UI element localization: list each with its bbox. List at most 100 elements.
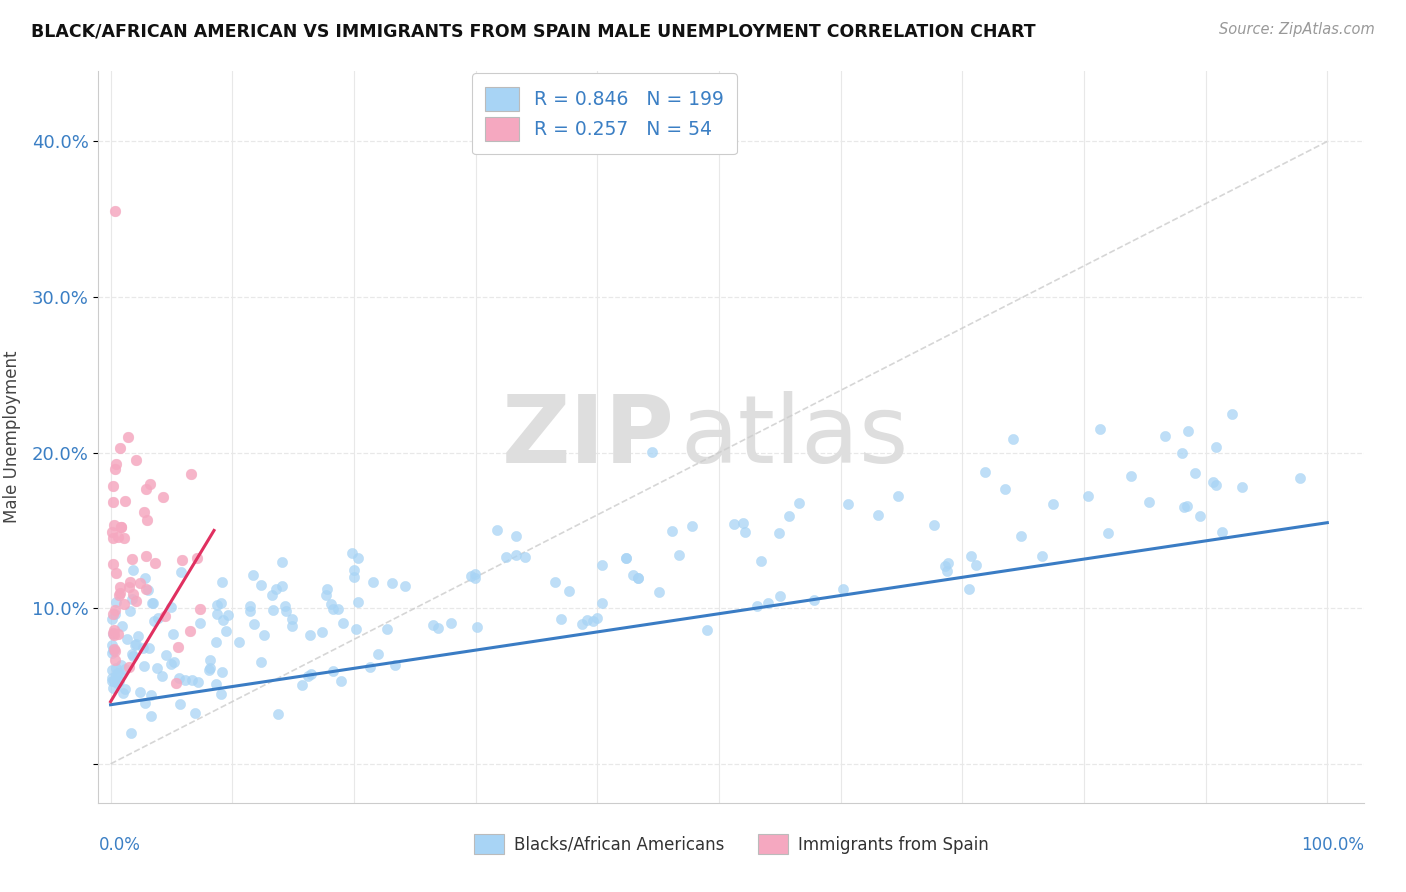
Point — [281, 618, 304, 632]
Point — [271, 579, 294, 593]
Point — [111, 686, 134, 700]
Point — [936, 556, 959, 570]
Point — [253, 628, 276, 642]
Text: ZIP: ZIP — [502, 391, 675, 483]
Point — [965, 558, 987, 573]
Point — [179, 624, 201, 638]
Point — [311, 624, 333, 639]
Point — [120, 725, 142, 739]
Point — [866, 508, 889, 522]
Point — [107, 530, 129, 544]
Point — [464, 567, 486, 582]
Point — [104, 644, 127, 658]
Point — [267, 706, 290, 721]
Point — [250, 577, 273, 591]
Point — [614, 551, 637, 566]
Y-axis label: Male Unemployment: Male Unemployment — [3, 351, 21, 524]
Point — [1211, 525, 1233, 540]
Point — [1202, 475, 1225, 490]
Point — [167, 671, 190, 685]
Point — [187, 674, 209, 689]
Point — [110, 658, 132, 673]
Point — [319, 597, 342, 611]
Point — [139, 709, 162, 723]
Point — [101, 607, 124, 621]
Point — [169, 697, 191, 711]
Point — [315, 582, 337, 596]
Point — [114, 494, 136, 508]
Point — [134, 571, 156, 585]
Point — [121, 591, 143, 606]
Point — [394, 579, 416, 593]
Point — [124, 594, 146, 608]
Point — [101, 638, 124, 652]
Point — [108, 673, 131, 688]
Point — [887, 489, 910, 503]
Point — [204, 676, 226, 690]
Point — [486, 524, 509, 538]
Point — [558, 584, 581, 599]
Point — [101, 681, 124, 695]
Point — [132, 640, 155, 655]
Point — [756, 596, 779, 610]
Point — [127, 629, 149, 643]
Point — [104, 607, 127, 622]
Point — [143, 556, 166, 570]
Point — [745, 599, 768, 614]
Point — [359, 659, 381, 673]
Point — [110, 519, 132, 533]
Point — [957, 582, 980, 596]
Point — [242, 616, 264, 631]
Point — [1189, 508, 1212, 523]
Point — [211, 575, 233, 590]
Point — [614, 551, 637, 566]
Point — [121, 648, 143, 662]
Point — [440, 615, 463, 630]
Point — [623, 567, 645, 582]
Point — [198, 664, 221, 678]
Point — [101, 627, 124, 641]
Point — [465, 620, 488, 634]
Point — [200, 661, 222, 675]
Text: atlas: atlas — [681, 391, 908, 483]
Point — [787, 496, 810, 510]
Point — [262, 603, 284, 617]
Point — [142, 596, 165, 610]
Point — [464, 571, 486, 585]
Point — [120, 574, 142, 589]
Point — [803, 593, 825, 607]
Point — [299, 628, 322, 642]
Point — [128, 684, 150, 698]
Point — [186, 550, 208, 565]
Point — [117, 430, 139, 444]
Text: 0.0%: 0.0% — [98, 836, 141, 854]
Point — [422, 617, 444, 632]
Point — [159, 599, 181, 614]
Point — [1010, 529, 1032, 543]
Point — [134, 696, 156, 710]
Point — [936, 564, 959, 578]
Point — [209, 596, 232, 610]
Point — [104, 603, 127, 617]
Point — [104, 204, 127, 219]
Point — [922, 518, 945, 533]
Point — [281, 612, 304, 626]
Point — [103, 628, 125, 642]
Point — [778, 508, 800, 523]
Point — [163, 655, 186, 669]
Point — [112, 531, 135, 545]
Point — [142, 614, 165, 628]
Point — [361, 574, 384, 589]
Point — [515, 550, 537, 565]
Point — [180, 467, 202, 481]
Point — [105, 676, 128, 690]
Point — [582, 614, 605, 628]
Point — [101, 479, 124, 493]
Point — [211, 665, 233, 679]
Point — [139, 476, 162, 491]
Point — [101, 626, 124, 640]
Point — [215, 624, 238, 639]
Point — [103, 494, 125, 508]
Point — [627, 571, 650, 585]
Point — [207, 607, 229, 621]
